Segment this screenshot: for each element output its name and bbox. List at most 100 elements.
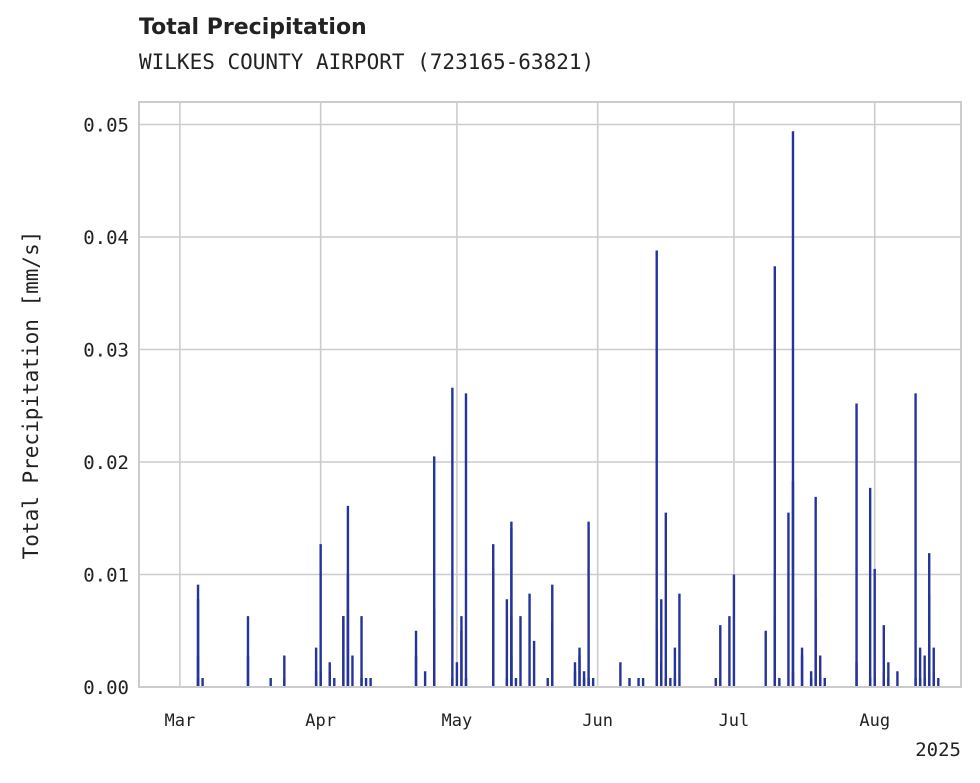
precipitation-bar [791, 131, 795, 687]
precipitation-bar [814, 599, 817, 687]
precipitation-bars [196, 131, 940, 688]
precipitation-bar [351, 655, 354, 687]
y-axis-ticks: 0.00 0.01 0.02 0.03 0.04 0.05 [83, 115, 129, 700]
precipitation-bar [637, 678, 640, 687]
precipitation-bar [505, 599, 509, 687]
precipitation-bar [314, 671, 318, 687]
precipitation-bar [246, 655, 250, 687]
precipitation-bar [591, 678, 595, 687]
precipitation-bar [896, 671, 899, 687]
precipitation-bar [328, 671, 331, 687]
y-tick-label: 0.01 [83, 565, 129, 587]
precipitation-bar [464, 678, 468, 687]
precipitation-bar [791, 671, 795, 687]
precipitation-bar [283, 655, 286, 687]
precipitation-bar [719, 625, 722, 688]
precipitation-bar [451, 678, 454, 687]
precipitation-bar [660, 662, 663, 687]
x-axis-year-label: 2025 [915, 739, 961, 761]
y-tick-label: 0.05 [83, 115, 129, 137]
precipitation-bar [432, 609, 436, 688]
precipitation-bar [814, 678, 817, 687]
y-tick-label: 0.00 [83, 677, 129, 699]
y-tick-label: 0.03 [83, 340, 129, 362]
precipitation-bar [505, 678, 509, 687]
precipitation-bar [819, 655, 822, 687]
precipitation-bar [855, 403, 858, 687]
precipitation-bar [578, 655, 581, 687]
precipitation-bar [414, 655, 418, 687]
precipitation-bar [314, 647, 318, 688]
precipitation-bar [809, 678, 813, 687]
precipitation-bar [283, 678, 286, 687]
precipitation-bar [660, 599, 663, 687]
precipitation-bar [464, 393, 468, 687]
x-tick-label: May [442, 711, 473, 731]
precipitation-bar [932, 671, 935, 687]
precipitation-bar [246, 616, 250, 688]
precipitation-bar [551, 621, 554, 687]
precipitation-bar [360, 678, 363, 687]
precipitation-bar [492, 568, 495, 688]
precipitation-bar [764, 630, 767, 687]
precipitation-bar [791, 481, 795, 688]
precipitation-bar [510, 616, 513, 688]
precipitation-bar [823, 678, 826, 687]
precipitation-bar [714, 678, 717, 687]
precipitation-bar [360, 616, 363, 688]
precipitation-bar [196, 599, 200, 687]
precipitation-bar [333, 678, 336, 687]
precipitation-bar [664, 512, 668, 688]
precipitation-bar [573, 671, 577, 687]
precipitation-bar [369, 678, 372, 687]
precipitation-bar [423, 671, 427, 687]
precipitation-bar [641, 678, 645, 687]
precipitation-bar [269, 678, 272, 687]
precipitation-bar [882, 671, 885, 687]
precipitation-bar [528, 593, 531, 688]
chart-title: Total Precipitation [139, 15, 367, 40]
x-tick-label: Apr [305, 711, 336, 731]
precipitation-bar [918, 678, 922, 687]
precipitation-bar [732, 574, 736, 687]
precipitation-bar [532, 640, 536, 688]
precipitation-bar [728, 616, 731, 688]
precipitation-bar [492, 678, 495, 687]
precipitation-bar [587, 521, 590, 688]
x-tick-label: Jun [582, 711, 613, 731]
precipitation-bar [814, 496, 817, 688]
precipitation-bar [546, 678, 549, 687]
precipitation-bar [923, 655, 926, 687]
precipitation-bar [882, 625, 885, 688]
precipitation-bar [887, 678, 890, 687]
precipitation-bar [855, 662, 858, 687]
x-tick-label: Aug [859, 711, 890, 731]
precipitation-bar [673, 647, 677, 688]
precipitation-bar [510, 528, 513, 688]
precipitation-bar [196, 655, 200, 687]
x-axis-ticks: Mar Apr May Jun Jul Aug [165, 711, 891, 731]
precipitation-bar [868, 487, 872, 688]
precipitation-bar [932, 647, 935, 688]
precipitation-bar [432, 456, 436, 688]
precipitation-bar [678, 593, 681, 688]
grid-lines [139, 102, 961, 688]
x-tick-label: Jul [719, 711, 750, 731]
precipitation-bar [873, 678, 876, 687]
precipitation-bar [455, 662, 459, 687]
precipitation-bar [451, 387, 454, 687]
precipitation-bar [918, 647, 922, 688]
precipitation-bar [673, 678, 677, 687]
precipitation-bar [319, 544, 322, 688]
precipitation-bar [773, 616, 776, 688]
plot-frame [138, 101, 962, 688]
precipitation-bar [460, 630, 463, 687]
precipitation-bar [514, 678, 518, 687]
precipitation-bar [655, 250, 658, 687]
precipitation-bar [778, 678, 781, 687]
precipitation-bar [510, 655, 513, 687]
precipitation-bar [819, 678, 822, 687]
y-tick-label: 0.04 [83, 227, 129, 249]
precipitation-bar [868, 678, 872, 687]
